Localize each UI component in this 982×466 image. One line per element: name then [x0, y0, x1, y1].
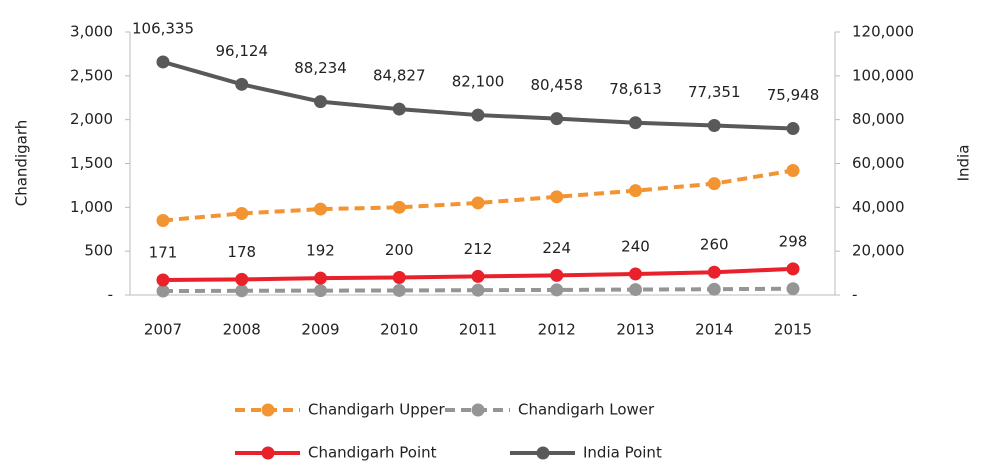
- data-label: 80,458: [531, 76, 584, 94]
- data-label: 240: [621, 237, 650, 255]
- x-tick-label: 2009: [301, 321, 339, 339]
- legend-marker: [261, 446, 275, 460]
- data-label: 96,124: [216, 42, 269, 60]
- data-point: [314, 271, 327, 285]
- data-point: [235, 206, 249, 220]
- y2-tick-label: 120,000: [852, 23, 914, 41]
- x-tick-label: 2007: [144, 321, 182, 339]
- data-point: [629, 184, 642, 198]
- data-label: 171: [149, 244, 178, 262]
- data-label: 75,948: [767, 86, 820, 104]
- data-point: [707, 265, 721, 279]
- y2-tick-label: 80,000: [852, 110, 905, 128]
- data-label: 192: [306, 242, 335, 260]
- data-label: 260: [700, 236, 729, 254]
- data-point: [235, 272, 249, 286]
- y-axis-title: Chandigarh: [13, 120, 31, 207]
- data-label: 212: [464, 240, 493, 258]
- y2-tick-label: 40,000: [852, 198, 905, 216]
- data-point: [392, 283, 406, 297]
- x-tick-label: 2015: [774, 321, 812, 339]
- data-point: [392, 270, 406, 284]
- series-line: [162, 168, 794, 223]
- data-point: [707, 282, 721, 296]
- y-tick-label: 1,000: [70, 198, 113, 216]
- y-tick-label: 1,500: [70, 154, 113, 172]
- x-tick-label: 2014: [695, 321, 733, 339]
- y2-tick-label: 100,000: [852, 66, 914, 84]
- x-tick-label: 2008: [223, 321, 261, 339]
- legend-label: Chandigarh Point: [308, 444, 437, 462]
- data-point: [156, 284, 170, 298]
- legend-label: Chandigarh Upper: [308, 401, 446, 419]
- data-label: 106,335: [132, 19, 194, 37]
- data-point: [786, 282, 800, 296]
- y-tick-label: 2,500: [70, 66, 113, 84]
- y2-tick-label: 20,000: [852, 242, 905, 260]
- data-label: 78,613: [609, 80, 662, 98]
- data-point: [550, 283, 564, 297]
- data-label: 77,351: [688, 83, 741, 101]
- y2-axis-title: India: [955, 145, 973, 182]
- y2-tick-label: 60,000: [852, 154, 905, 172]
- data-point: [471, 269, 485, 283]
- x-tick-label: 2012: [538, 321, 576, 339]
- data-point: [550, 268, 564, 282]
- x-tick-label: 2010: [380, 321, 418, 339]
- y-tick-label: 3,000: [70, 23, 113, 41]
- legend-label: India Point: [583, 444, 662, 462]
- data-point: [786, 122, 800, 136]
- data-point: [786, 164, 800, 178]
- data-point: [235, 284, 249, 298]
- legend-marker: [471, 403, 485, 417]
- data-point: [786, 262, 800, 276]
- x-tick-label: 2011: [459, 321, 497, 339]
- data-point: [629, 267, 642, 281]
- y-tick-label: -: [108, 286, 113, 304]
- data-point: [707, 177, 721, 191]
- data-label: 82,100: [452, 73, 505, 91]
- data-label: 298: [779, 232, 808, 250]
- y-tick-label: 2,000: [70, 110, 113, 128]
- data-point: [471, 283, 485, 297]
- y2-tick-label: -: [852, 286, 857, 304]
- data-label: 200: [385, 241, 414, 259]
- data-label: 224: [542, 239, 571, 257]
- data-point: [707, 118, 721, 132]
- legend-marker: [261, 403, 275, 417]
- data-point: [314, 284, 327, 298]
- legend-marker: [536, 446, 550, 460]
- data-point: [550, 112, 564, 126]
- data-label: 178: [227, 243, 256, 261]
- data-point: [392, 102, 406, 116]
- y-tick-label: 500: [84, 242, 113, 260]
- legend-label: Chandigarh Lower: [518, 401, 655, 419]
- data-point: [629, 283, 642, 297]
- data-point: [314, 202, 327, 216]
- data-point: [156, 55, 170, 69]
- data-point: [156, 213, 170, 227]
- series-line: [162, 286, 794, 294]
- data-label: 84,827: [373, 67, 426, 85]
- data-label: 88,234: [294, 59, 347, 77]
- data-point: [471, 196, 485, 210]
- data-point: [156, 273, 170, 287]
- data-point: [471, 108, 485, 122]
- x-tick-label: 2013: [616, 321, 654, 339]
- data-point: [392, 200, 406, 214]
- data-point: [314, 95, 327, 109]
- data-point: [235, 77, 249, 91]
- data-point: [629, 116, 642, 130]
- data-point: [550, 190, 564, 204]
